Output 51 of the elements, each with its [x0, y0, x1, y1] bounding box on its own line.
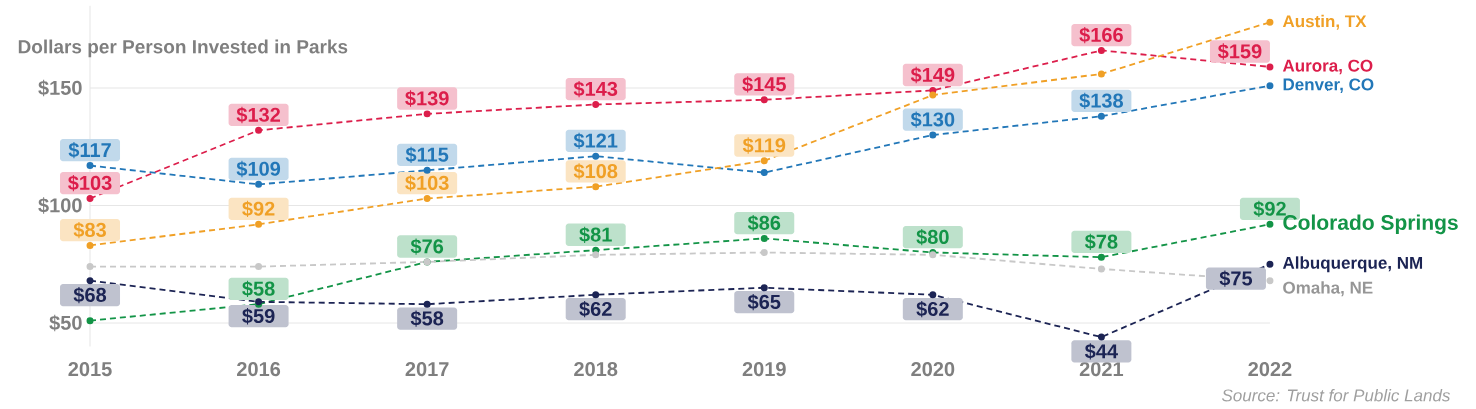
x-tick-label: 2017	[405, 362, 449, 377]
data-label: $81	[579, 226, 612, 243]
data-label: $58	[410, 310, 444, 327]
x-tick-label: 2016	[237, 362, 281, 377]
x-tick-label: 2020	[911, 362, 955, 377]
data-label: $78	[1084, 233, 1118, 251]
data-label: $108	[573, 163, 618, 180]
data-label: $83	[73, 221, 106, 239]
data-label: $121	[573, 132, 618, 149]
y-tick-label: $50	[49, 314, 82, 332]
data-label: $139	[405, 90, 449, 107]
x-tick-label: 2019	[742, 362, 786, 377]
series-label: Denver, CO	[1283, 78, 1374, 93]
data-label: $59	[242, 308, 275, 325]
text: Dollars per Person Invested in Parks	[18, 39, 348, 58]
data-label: $92	[242, 200, 275, 218]
data-label: $58	[242, 280, 275, 297]
x-tick-label: 2022	[1248, 362, 1292, 377]
data-label: $62	[916, 301, 949, 318]
data-label: $65	[747, 293, 781, 311]
x-tick-label: 2015	[68, 362, 112, 377]
data-label: $166	[1079, 26, 1123, 44]
data-label: $86	[747, 214, 781, 232]
data-label: $145	[742, 76, 786, 93]
x-tick-label: 2018	[574, 362, 618, 377]
x-tick-label: 2021	[1079, 362, 1124, 377]
data-label: $103	[68, 174, 112, 192]
data-label: $138	[1079, 92, 1123, 110]
data-label: $143	[573, 80, 618, 98]
source-note: Source: Trust for Public Lands	[1221, 388, 1451, 402]
data-label: $103	[405, 174, 449, 192]
data-label: $117	[68, 142, 111, 159]
data-label: $132	[236, 106, 281, 124]
series-label: Austin, TX	[1282, 14, 1367, 30]
data-label: $109	[236, 160, 281, 178]
series-label: Albuquerque, NM	[1282, 256, 1423, 273]
series-label: Aurora, CO	[1282, 59, 1373, 75]
data-label: $130	[910, 111, 955, 128]
data-label: $44	[1084, 343, 1118, 360]
data-label: $119	[742, 137, 786, 154]
data-label: $149	[910, 66, 955, 84]
data-label: $80	[916, 228, 949, 246]
data-label: $115	[405, 146, 449, 164]
legend-label: Omaha, NE	[1283, 281, 1373, 297]
data-label: $62	[579, 301, 612, 318]
data-label: $68	[73, 286, 107, 304]
data-label: $159	[1217, 43, 1262, 60]
data-label: $75	[1219, 270, 1253, 287]
y-tick-label: $150	[38, 79, 82, 97]
data-label: $76	[410, 238, 444, 255]
y-tick-label: $100	[38, 197, 82, 214]
